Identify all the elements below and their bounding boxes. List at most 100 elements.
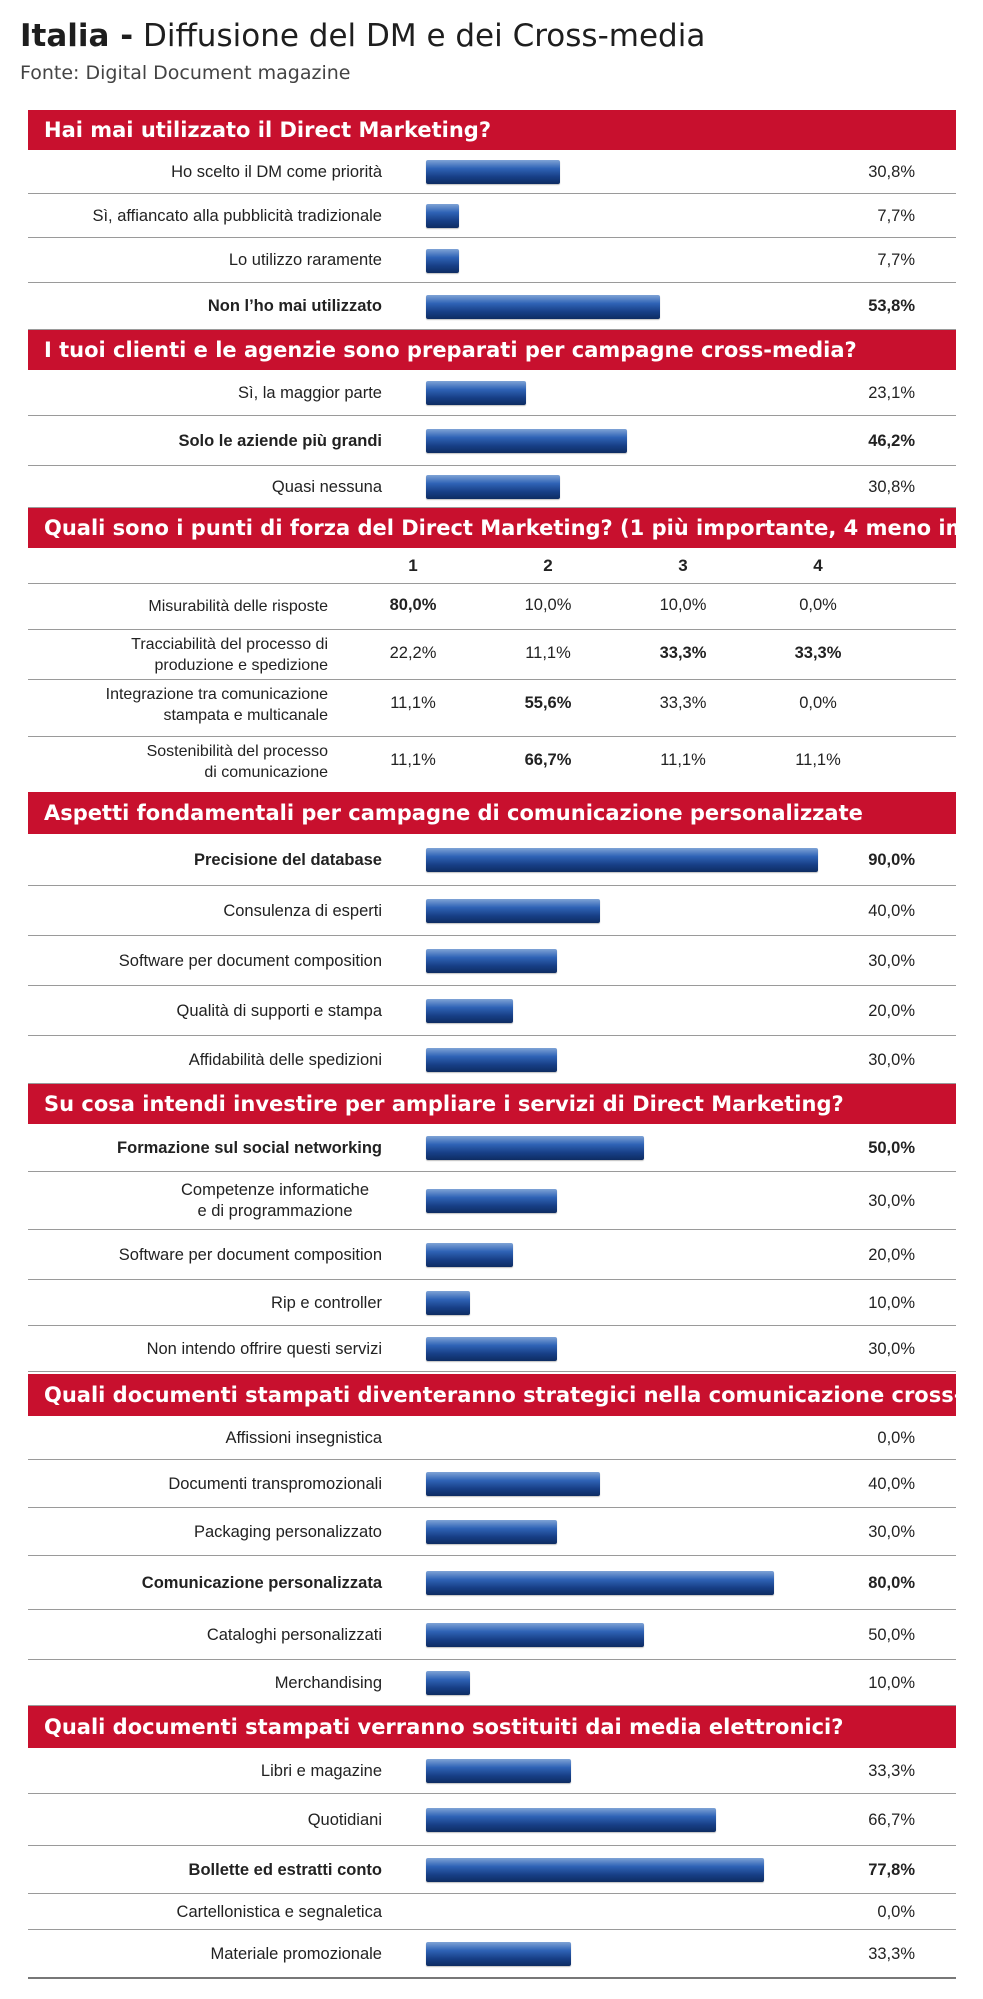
category-label-line: Rip e controller <box>271 1293 382 1312</box>
value-label: 40,0% <box>868 1474 915 1493</box>
section-header: I tuoi clienti e le agenzie sono prepara… <box>28 330 956 370</box>
row-divider <box>28 1845 956 1846</box>
category-label-line: Merchandising <box>274 1673 382 1692</box>
data-bar <box>426 294 661 319</box>
data-bar <box>426 429 627 453</box>
category-label-line: Lo utilizzo raramente <box>228 251 382 269</box>
value-label: 30,0% <box>868 951 915 970</box>
row-divider <box>28 465 956 466</box>
value-label: 50,0% <box>868 1138 915 1157</box>
value-label: 40,0% <box>868 901 915 920</box>
category-label-line: Packaging personalizzato <box>193 1522 382 1541</box>
row-divider <box>28 1325 956 1326</box>
category-label-line: Competenze informatiche <box>180 1181 369 1199</box>
row-divider <box>28 507 956 508</box>
section-header: Aspetti fondamentali per campagne di com… <box>28 792 956 834</box>
category-label-line: Sì, affiancato alla pubblicità tradizion… <box>92 206 382 225</box>
category-label-line: Software per document composition <box>118 951 382 970</box>
column-header: 4 <box>813 556 823 575</box>
column-header: 2 <box>543 556 553 575</box>
value-label: 30,8% <box>868 162 915 181</box>
value-label: 20,0% <box>868 1245 915 1264</box>
data-bar <box>426 1189 557 1213</box>
table-cell: 22,2% <box>389 644 437 662</box>
category-label: Sì, la maggior parte <box>20 370 382 416</box>
data-bar <box>426 1942 571 1966</box>
data-bar <box>426 899 600 923</box>
category-label: Solo le aziende più grandi <box>20 416 382 466</box>
table-cell: 80,0% <box>389 596 437 614</box>
data-bar <box>426 1671 470 1695</box>
data-bar <box>426 848 818 872</box>
row-label: Sostenibilità del processo di comunicazio… <box>20 741 328 783</box>
row-divider <box>28 885 956 886</box>
table-cell: 66,7% <box>524 751 572 769</box>
row-divider <box>28 282 956 283</box>
table-cell: 11,1% <box>660 751 706 769</box>
row-divider <box>28 1459 956 1460</box>
category-label: Packaging personalizzato <box>20 1508 382 1556</box>
category-label: Libri e magazine <box>20 1748 382 1794</box>
category-label-line: Materiale promozionale <box>210 1944 382 1963</box>
row-label-line: di comunicazione <box>204 764 328 781</box>
table-cell: 55,6% <box>524 694 572 712</box>
table-cell: 33,3% <box>659 644 707 662</box>
row-label-line: stampata e multicanale <box>163 707 328 724</box>
category-label: Software per document composition <box>20 1230 382 1280</box>
category-label-line: Libri e magazine <box>260 1761 382 1780</box>
data-bar <box>426 381 527 405</box>
data-bar <box>426 999 513 1023</box>
category-label-line: Non intendo offrire questi servizi <box>146 1339 382 1358</box>
value-label: 46,2% <box>868 431 915 450</box>
row-divider <box>28 1609 956 1610</box>
category-label-line: Affissioni insegnistica <box>225 1428 382 1447</box>
category-label: Materiale promozionale <box>20 1930 382 1978</box>
section-header: Hai mai utilizzato il Direct Marketing? <box>28 110 956 150</box>
row-divider <box>28 1507 956 1508</box>
category-label: Non intendo offrire questi servizi <box>20 1326 382 1372</box>
category-label-line: Cataloghi personalizzati <box>206 1625 382 1644</box>
value-label: 20,0% <box>868 1001 915 1020</box>
data-bar <box>426 475 560 499</box>
category-label: Competenze informatiche e di programmazio… <box>150 1172 400 1230</box>
data-bar <box>426 1048 557 1072</box>
column-header: 3 <box>678 556 688 575</box>
category-label: Affissioni insegnistica <box>20 1416 382 1460</box>
row-divider <box>28 193 956 194</box>
section-header: Quali documenti stampati verranno sostit… <box>28 1706 956 1748</box>
row-divider <box>28 1035 956 1036</box>
data-bar <box>426 248 460 273</box>
data-bar <box>426 1520 557 1544</box>
row-label: Misurabilità delle risposte <box>20 596 328 617</box>
value-label: 0,0% <box>877 1902 915 1921</box>
row-divider <box>28 935 956 936</box>
row-divider <box>28 1083 956 1084</box>
data-bar <box>426 949 557 973</box>
section-header: Quali documenti stampati diventeranno st… <box>28 1374 956 1416</box>
table-cell: 10,0% <box>659 596 707 614</box>
category-label-line: Affidabilità delle spedizioni <box>188 1050 382 1069</box>
category-label-line: Solo le aziende più grandi <box>178 431 382 450</box>
row-divider <box>28 736 956 737</box>
row-divider <box>28 583 956 584</box>
category-label: Rip e controller <box>20 1280 382 1326</box>
table-cell: 0,0% <box>799 596 837 614</box>
row-divider <box>28 1229 956 1230</box>
category-label-line: Consulenza di esperti <box>223 901 382 920</box>
value-label: 10,0% <box>868 1673 915 1692</box>
data-bar <box>426 1243 513 1267</box>
value-label: 30,0% <box>868 1339 915 1358</box>
row-divider <box>28 1659 956 1660</box>
category-label: Consulenza di esperti <box>20 886 382 936</box>
row-divider <box>28 1171 956 1172</box>
column-header: 1 <box>408 556 418 575</box>
row-divider <box>28 1371 956 1372</box>
data-bar <box>426 1858 765 1882</box>
table-cell: 0,0% <box>799 694 837 712</box>
category-label: Comunicazione personalizzata <box>20 1556 382 1610</box>
category-label: Formazione sul social networking <box>20 1124 382 1172</box>
value-label: 7,7% <box>877 206 915 225</box>
category-label: Ho scelto il DM come priorità <box>20 150 382 194</box>
value-label: 30,0% <box>868 1191 915 1210</box>
